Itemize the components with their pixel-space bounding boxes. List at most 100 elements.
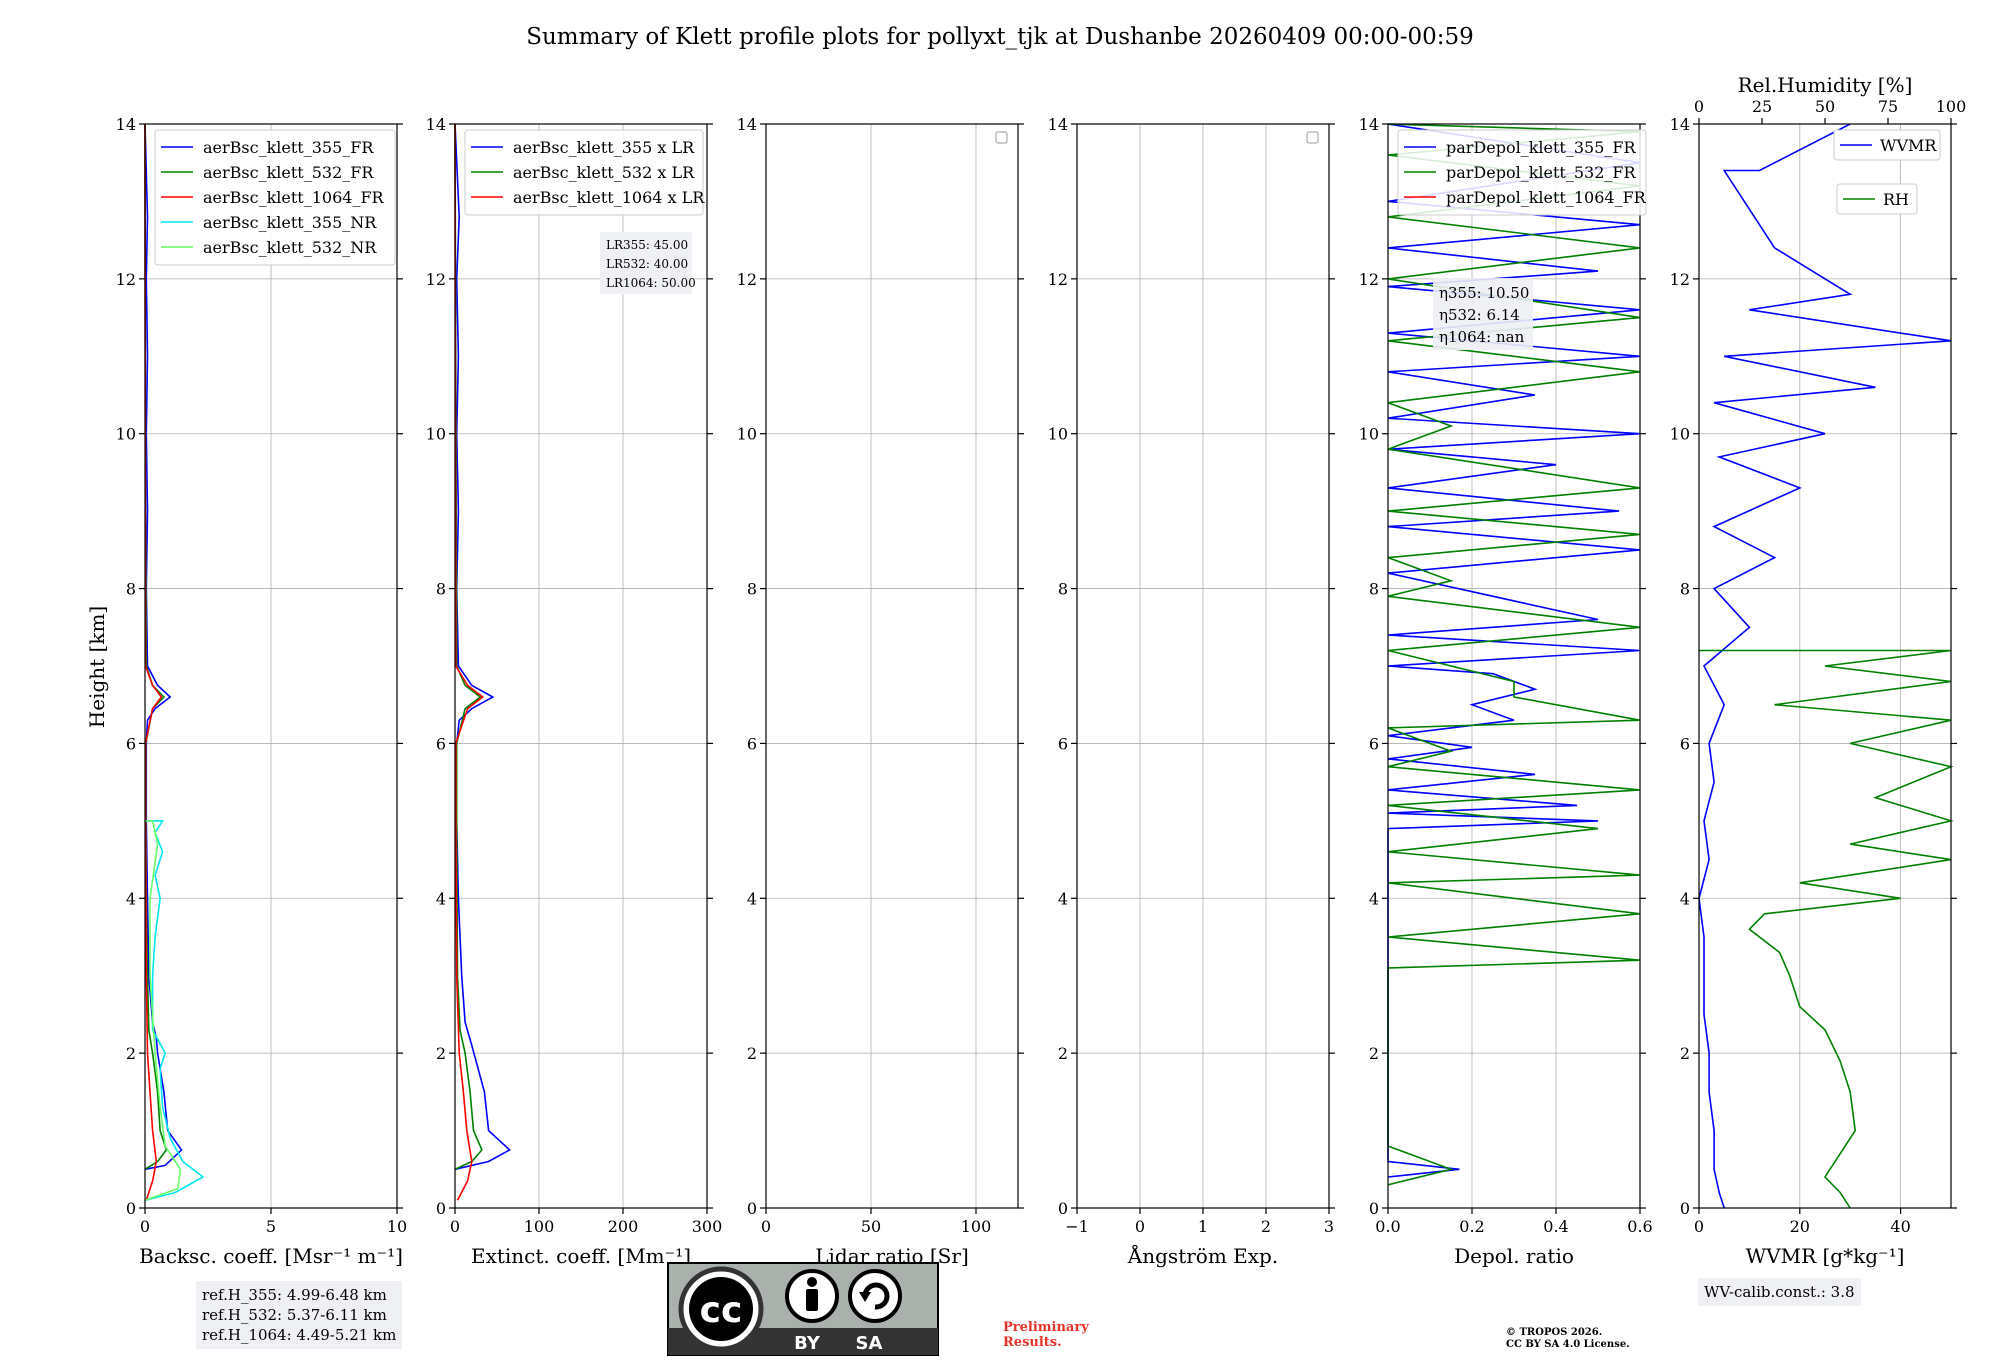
x-tick-label: 0 [1694,1217,1704,1236]
cc-icon-text: cc [700,1290,743,1331]
legend-label: aerBsc_klett_355 x LR [513,138,695,157]
x-tick-label: 0.2 [1459,1217,1484,1236]
y-tick-label: 8 [1058,580,1068,599]
legend-label: aerBsc_klett_1064_FR [203,188,385,207]
ref-height-1064: ref.H_1064: 4.49-5.21 km [202,1326,397,1344]
y-tick-label: 12 [737,270,757,289]
y-tick-label: 14 [116,115,136,134]
x-tick-label: 40 [1890,1217,1910,1236]
x-tick-label: 0 [761,1217,771,1236]
top-tick-label: 50 [1815,97,1835,116]
y-tick-label: 4 [1680,889,1690,908]
y-tick-label: 8 [126,580,136,599]
x-tick-label: 0.6 [1627,1217,1652,1236]
y-tick-label: 6 [1369,734,1379,753]
plot-frame [144,123,398,1209]
lr-box [600,232,692,294]
x-axis-label: WVMR [g*kg⁻¹] [1746,1244,1905,1268]
x-tick-label: 100 [961,1217,992,1236]
y-tick-label: 2 [1369,1044,1379,1063]
x-tick-label: 3 [1324,1217,1334,1236]
series-line-aerBsc_klett_532 x LR [454,123,483,1171]
y-tick-label: 6 [1680,734,1690,753]
x-tick-label: 300 [692,1217,723,1236]
series-line-aerBsc_klett_355_NR [144,820,205,1202]
panel-5: 0.0 0.2 0.4 0.6 0 2 4 6 8 10 12 14 Depol. ratio parDe… [1359,115,1653,1268]
top-tick-label: 100 [1936,97,1967,116]
copyright-note: © TROPOS 2026. CC BY SA 4.0 License. [1506,1327,1630,1351]
legend-label: parDepol_klett_355_FR [1446,138,1637,157]
y-tick-label: 4 [747,889,757,908]
series-line-aerBsc_klett_355 x LR [454,123,511,1171]
lr-text: LR532: 40.00 [606,257,688,271]
legend-label: aerBsc_klett_532_FR [203,163,374,182]
y-tick-label: 2 [126,1044,136,1063]
y-tick-label: 6 [436,734,446,753]
y-tick-label: 8 [436,580,446,599]
plot-frame [454,123,708,1209]
sa-icon-head [859,1292,871,1302]
empty-legend-marker [1306,131,1319,144]
panel-1: 0 5 10 0 2 4 6 8 10 12 14 Backsc. coeff. [Msr⁻¹ m⁻¹… [116,115,408,1268]
y-tick-label: 2 [747,1044,757,1063]
x-axis-label: Backsc. coeff. [Msr⁻¹ m⁻¹] [139,1244,403,1268]
lr-text: LR355: 45.00 [606,238,688,252]
legend-box [1397,129,1647,216]
y-tick-label: 2 [1058,1044,1068,1063]
y-tick-label: 14 [1048,115,1068,134]
y-tick-label: 8 [747,580,757,599]
lr-text: LR1064: 50.00 [606,276,696,290]
x-tick-label: 10 [387,1217,407,1236]
y-tick-label: 10 [737,425,757,444]
y-tick-label: 4 [436,889,446,908]
by-icon-head [807,1277,817,1287]
x-tick-label: 0 [450,1217,460,1236]
y-tick-label: 10 [116,425,136,444]
x-tick-label: 0 [140,1217,150,1236]
legend-label: RH [1883,190,1909,209]
preliminary-note: Preliminary Results. [1003,1320,1089,1350]
series-line-WVMR [1698,123,1952,1209]
y-tick-label: 6 [126,734,136,753]
x-tick-label: 0.4 [1543,1217,1568,1236]
plot-frame [1698,123,1952,1209]
x-tick-label: 20 [1790,1217,1810,1236]
x-tick-label: 50 [861,1217,881,1236]
cc-icon-inner [689,1277,753,1341]
panel-2: 0 100 200 300 0 2 4 6 8 10 12 14 Extinct. coeff. [Mm… [426,115,723,1268]
y-tick-label: 0 [747,1199,757,1218]
ref-height-box: ref.H_355: 4.99-6.48 km ref.H_532: 5.37-… [196,1281,403,1349]
copyright-line-1: © TROPOS 2026. [1506,1327,1603,1338]
series-line-aerBsc_klett_1064_FR [144,123,163,1201]
top-tick-label: 25 [1752,97,1772,116]
sa-icon [848,1269,902,1323]
x-axis-label: Extinct. coeff. [Mm⁻¹] [471,1244,691,1268]
legend-label: parDepol_klett_1064_FR [1446,188,1647,207]
legend-label: aerBsc_klett_532 x LR [513,163,695,182]
legend-box [154,129,396,266]
y-tick-label: 14 [1359,115,1379,134]
preliminary-line-2: Results. [1003,1335,1062,1350]
y-axis-label: Height [km] [85,606,109,728]
legend-label: aerBsc_klett_355_NR [203,213,377,232]
sa-label: SA [856,1333,883,1354]
y-tick-label: 12 [1048,270,1068,289]
legend-label: aerBsc_klett_532_NR [203,238,377,257]
series-line-RH [1699,649,1955,1209]
y-tick-label: 2 [1680,1044,1690,1063]
legend-box [1836,183,1918,215]
ref-height-355: ref.H_355: 4.99-6.48 km [202,1286,387,1304]
top-axis-label: Rel.Humidity [%] [1738,73,1913,97]
x-tick-label: 200 [608,1217,639,1236]
figure-title: Summary of Klett profile plots for polly… [526,24,1474,50]
legend-label: aerBsc_klett_355_FR [203,138,374,157]
legend-box [1833,129,1941,161]
y-tick-label: 12 [426,270,446,289]
x-axis-label: Ångström Exp. [1127,1243,1278,1268]
x-tick-label: 2 [1261,1217,1271,1236]
copyright-line-2: CC BY SA 4.0 License. [1506,1339,1630,1350]
y-tick-label: 0 [1680,1199,1690,1218]
ref-height-532: ref.H_532: 5.37-6.11 km [202,1306,387,1324]
